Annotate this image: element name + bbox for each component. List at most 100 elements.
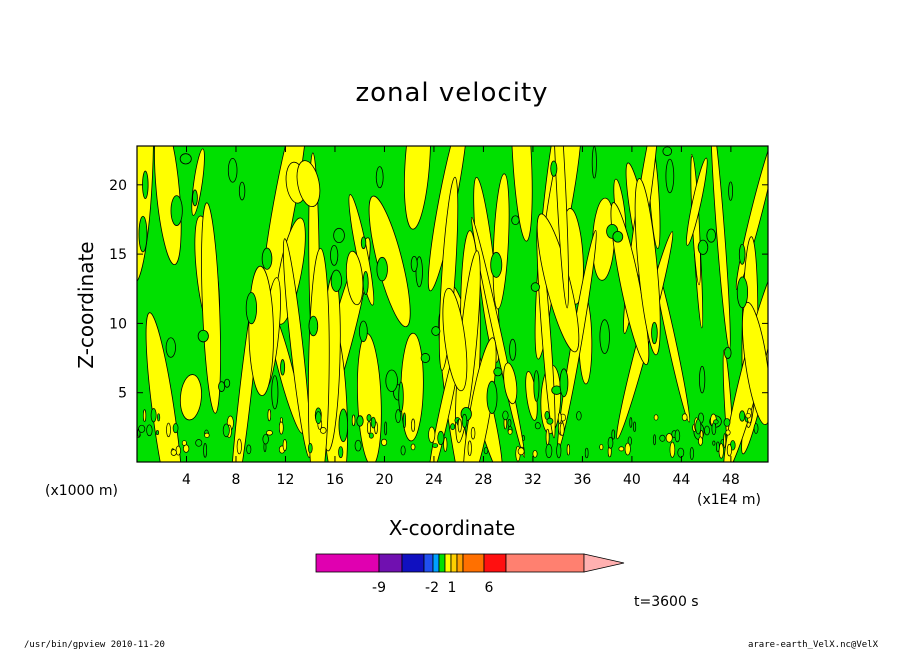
positive-region: [403, 146, 431, 230]
x-tick-label: 44: [672, 472, 690, 488]
x-tick-label: 4: [182, 472, 191, 488]
plot-frame: [136, 145, 769, 463]
surface-cell: [315, 411, 322, 425]
surface-cell: [665, 433, 673, 443]
x-tick-label: 32: [524, 472, 542, 488]
y-axis: 5 10 15 20: [109, 178, 768, 402]
negative-region: [142, 170, 149, 200]
negative-region: [736, 276, 749, 309]
negative-region: [591, 146, 597, 179]
negative-region: [360, 236, 367, 250]
surface-cell: [713, 419, 719, 425]
negative-region: [662, 146, 673, 156]
surface-cell: [366, 414, 372, 422]
negative-region: [330, 245, 339, 266]
surface-cell: [319, 427, 327, 434]
negative-region: [308, 315, 319, 337]
negative-region: [420, 353, 431, 363]
surface-cell: [745, 412, 751, 419]
negative-region: [376, 256, 388, 282]
surface-cell: [507, 429, 513, 435]
positive-region: [345, 250, 364, 306]
surface-cell: [674, 429, 681, 443]
surface-cell: [629, 417, 633, 428]
positive-region: [742, 301, 768, 426]
negative-region: [738, 243, 746, 265]
y-tick-label: 10: [109, 316, 127, 332]
surface-cell: [172, 423, 179, 434]
surface-cell: [546, 417, 554, 425]
positive-region: [296, 160, 321, 208]
positive-region: [536, 213, 580, 353]
footer-program: /usr/bin/gpview 2010-11-20: [24, 640, 165, 650]
negative-region: [699, 365, 706, 394]
colorbar-segment: [315, 553, 380, 573]
surface-cell: [338, 446, 344, 459]
surface-cell: [266, 430, 273, 436]
surface-cell: [669, 441, 676, 458]
surface-cell: [146, 424, 153, 437]
positive-region: [201, 202, 221, 414]
colorbar-tick-label: 6: [485, 580, 494, 596]
colorbar-tick-label: -9: [372, 580, 386, 596]
colorbar: -9 -2 1 6: [315, 553, 625, 596]
x-tick-label: 16: [326, 472, 344, 488]
negative-region: [356, 415, 364, 427]
negative-region: [431, 326, 441, 336]
surface-cell: [715, 441, 720, 453]
surface-cell: [624, 442, 631, 456]
colorbar-segment: [456, 553, 464, 573]
surface-cell: [410, 443, 416, 451]
surface-cell: [725, 429, 731, 436]
surface-cell: [698, 436, 703, 446]
surface-cell: [308, 443, 313, 454]
surface-cell: [599, 444, 604, 451]
colorbar-tick-label: -2: [425, 580, 439, 596]
surface-cell: [282, 439, 287, 452]
colorbar-arrow: [583, 553, 625, 573]
surface-cell: [367, 420, 371, 435]
colorbar-segment: [462, 553, 485, 573]
surface-cell: [138, 424, 146, 433]
colorbar-segment: [378, 553, 403, 573]
surface-cell: [461, 413, 468, 429]
surface-cell: [534, 422, 541, 430]
negative-region: [227, 157, 238, 183]
negative-region: [223, 378, 231, 388]
positive-region: [634, 178, 661, 356]
x-tick-label: 28: [475, 472, 493, 488]
surface-cell: [370, 416, 376, 429]
negative-region: [651, 321, 658, 345]
surface-cell: [584, 447, 589, 459]
surface-cell: [470, 426, 476, 440]
surface-cell: [545, 443, 553, 459]
surface-cell: [502, 410, 509, 421]
positive-region: [154, 146, 182, 266]
surface-cell: [467, 440, 472, 457]
negative-region: [486, 380, 498, 414]
negative-region: [170, 195, 183, 226]
x-tick-label: 48: [722, 472, 740, 488]
surface-cell: [576, 411, 582, 421]
positive-region: [503, 362, 518, 405]
surface-cell: [695, 418, 702, 435]
x-tick-label: 8: [232, 472, 241, 488]
negative-region: [238, 181, 246, 201]
surface-cell: [726, 443, 732, 457]
positive-region: [552, 146, 569, 309]
negative-region: [218, 381, 226, 392]
negative-region: [511, 215, 520, 226]
negative-region: [261, 247, 273, 270]
colorbar-segment: [483, 553, 507, 573]
negative-region: [165, 337, 176, 358]
surface-cell: [411, 418, 416, 432]
surface-cell: [384, 421, 388, 436]
surface-cell: [507, 418, 512, 428]
surface-cell: [559, 422, 565, 436]
x-tick-label: 40: [623, 472, 641, 488]
surface-cell: [262, 434, 269, 445]
surface-cell: [183, 444, 190, 453]
negative-region: [665, 158, 675, 194]
positive-region: [610, 202, 650, 366]
